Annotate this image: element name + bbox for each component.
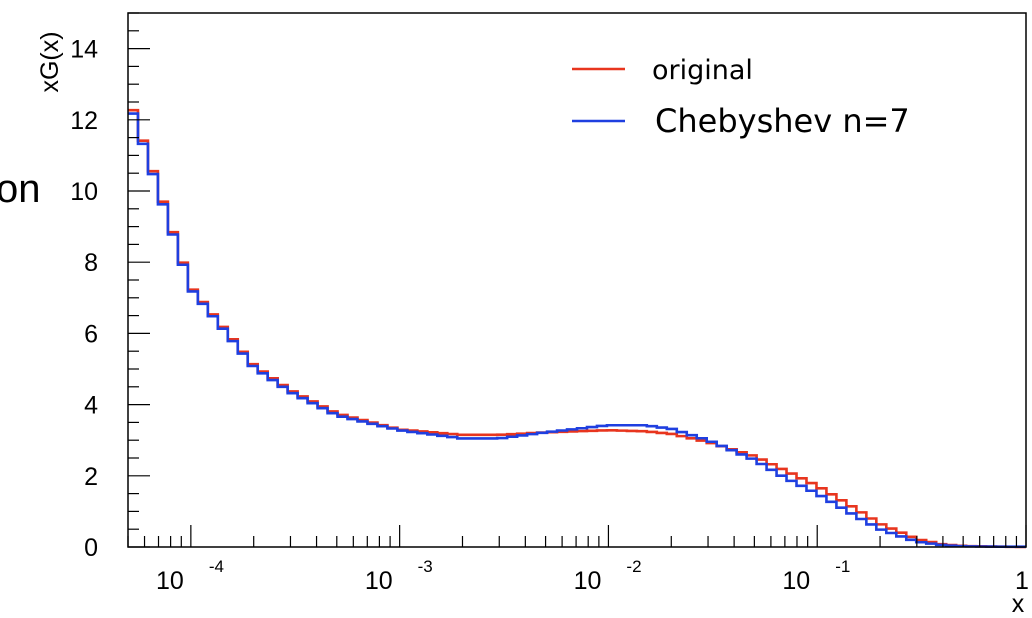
clipped-background-text: on: [0, 167, 41, 211]
x-tick-label-base: 10: [782, 567, 810, 595]
y-axis-title: xG(x): [36, 31, 64, 92]
x-tick-label-base: 10: [156, 567, 184, 595]
y-tick-label: 6: [84, 320, 98, 348]
y-tick-label: 8: [84, 249, 98, 277]
series-line-chebyshev: [128, 112, 1026, 548]
legend-label-chebyshev: Chebyshev n=7: [655, 102, 910, 140]
y-tick-label: 0: [84, 534, 98, 562]
plot-frame: [127, 12, 1027, 548]
x-tick-label: 1: [1015, 567, 1029, 595]
series-line-original: [128, 108, 1026, 549]
y-tick-label: 12: [70, 107, 98, 135]
x-tick-label-base: 10: [574, 567, 602, 595]
x-tick-label-exponent: -4: [209, 557, 224, 576]
series-layer: [128, 108, 1026, 549]
y-tick-label: 4: [84, 392, 98, 420]
x-tick-label-exponent: -1: [835, 557, 850, 576]
x-axis-title: x: [1012, 590, 1025, 618]
ticks-layer: [127, 12, 1027, 548]
legend: original Chebyshev n=7: [572, 55, 910, 140]
y-tick-label: 2: [84, 463, 98, 491]
legend-label-original: original: [652, 55, 753, 86]
y-tick-label: 10: [70, 178, 98, 206]
x-tick-label-base: 10: [365, 567, 393, 595]
x-tick-label-exponent: -3: [418, 557, 433, 576]
y-tick-label: 14: [70, 36, 98, 64]
x-tick-label-exponent: -2: [626, 557, 641, 576]
labels-layer: 0 2 4 6 8 10 12 14 10 -4 10 -3 10 -2 10 -1 1: [70, 36, 1029, 595]
